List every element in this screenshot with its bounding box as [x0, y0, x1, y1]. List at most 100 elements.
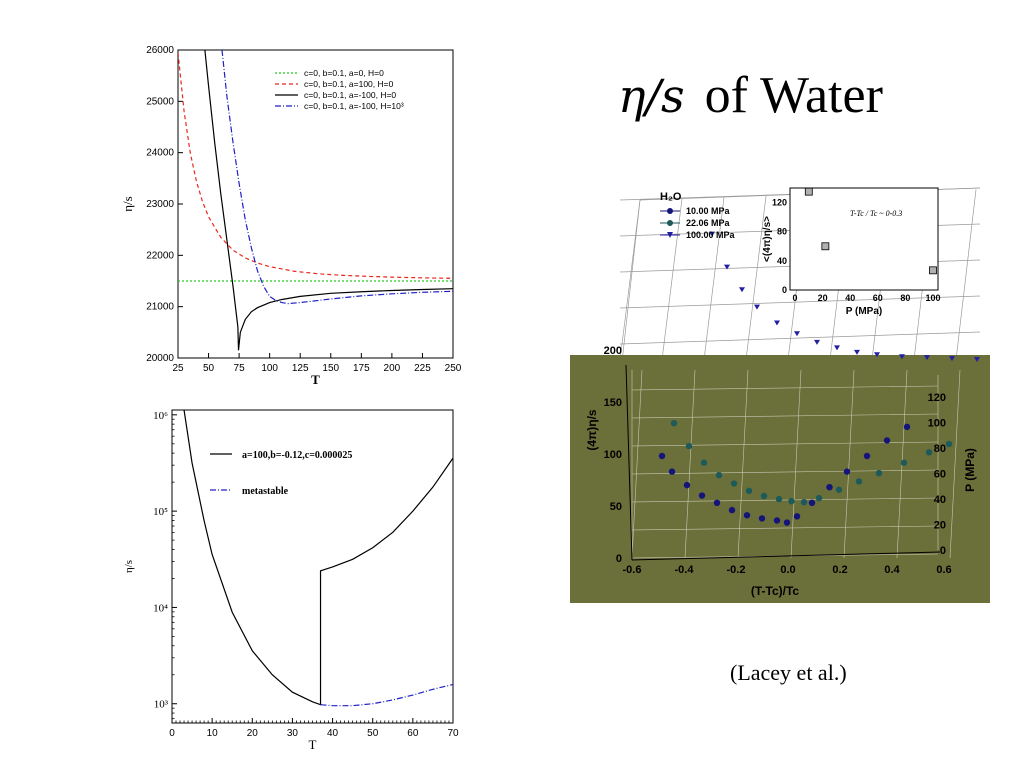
data-point	[774, 320, 780, 326]
x-tick-label: -0.4	[675, 564, 695, 576]
data-point	[855, 478, 863, 485]
inset-x-tick-label: 80	[900, 293, 910, 303]
legend-title: H₂O	[660, 191, 682, 203]
data-point	[698, 492, 706, 499]
inset-x-tick-label: 60	[873, 293, 883, 303]
y-tick-label: 24000	[146, 148, 174, 159]
citation: (Lacey et al.)	[730, 660, 847, 685]
inset-x-tick-label: 100	[925, 293, 940, 303]
data-point	[700, 459, 708, 466]
data-point	[745, 487, 753, 494]
inset-y-tick-label: 80	[777, 227, 787, 237]
data-point	[945, 440, 953, 448]
data-point	[924, 355, 930, 361]
inset-y-tick-label: 0	[782, 285, 787, 295]
legend-label: 10.00 MPa	[686, 206, 731, 216]
data-point	[875, 469, 883, 477]
z-tick-label: 20	[934, 520, 946, 532]
y-tick-label: 200	[604, 345, 622, 357]
x-tick-label: -0.2	[727, 564, 746, 576]
legend-label: 22.06 MPa	[686, 218, 731, 228]
data-point	[773, 517, 781, 524]
legend-label: metastable	[242, 486, 289, 497]
inset-y-tick-label: 120	[772, 198, 787, 208]
z-tick-label: 80	[934, 443, 946, 455]
x-tick-label: 50	[367, 728, 379, 739]
inset-data-point	[929, 266, 937, 275]
series-line-3	[204, 50, 453, 351]
z-axis-label: P (MPa)	[963, 448, 977, 492]
title-symbol: η/s	[618, 69, 685, 123]
legend-marker	[667, 232, 673, 238]
data-point	[826, 484, 833, 491]
x-tick-label: 25	[172, 363, 184, 374]
y-tick-label: 10⁴	[153, 602, 168, 614]
legend-marker	[667, 208, 673, 214]
series-3	[709, 231, 980, 362]
z-tick-label: 60	[934, 469, 946, 481]
data-point	[715, 472, 723, 479]
x-axis-label: T	[311, 372, 320, 385]
z-tick-label: 120	[928, 392, 946, 404]
y-axis-line	[625, 364, 633, 561]
y-tick-label: 23000	[146, 199, 174, 210]
z-tick-label: 100	[928, 418, 946, 430]
data-point	[793, 513, 801, 520]
inset-annotation: T-Tc / Tc ~ 0-0.3	[850, 209, 902, 218]
data-point	[668, 468, 676, 475]
x-tick-label: 75	[234, 363, 246, 374]
x-tick-label: -0.6	[623, 564, 642, 576]
x-tick-label: 0.4	[884, 564, 900, 576]
x-tick-label: 250	[445, 363, 462, 374]
chart-eta-s-vs-t-log: 0 10 20 30 40 50 60 70 10³ 10⁴ 10⁵ 10⁶ Tη/s a=100,b=-…	[123, 409, 459, 750]
x-tick-label: 125	[292, 363, 309, 374]
data-point	[683, 481, 691, 489]
data-point	[728, 506, 736, 514]
y-tick-label: 150	[604, 397, 622, 409]
x-tick-label: 175	[353, 363, 370, 374]
y-tick-label: 26000	[146, 45, 174, 56]
data-point	[834, 345, 840, 351]
data-point	[863, 452, 871, 460]
y-tick-label: 10⁶	[153, 410, 168, 422]
inset-x-tick-label: 40	[845, 293, 855, 303]
x-tick-label: 40	[327, 728, 339, 739]
legend-label: c=0, b=0.1, a=100, H=0	[304, 79, 394, 89]
inset-frame	[789, 187, 939, 291]
inset-x-tick-label: 0	[792, 293, 797, 303]
legend-label: 100.00 MPa	[686, 230, 736, 240]
y-tick-label: 10⁵	[153, 506, 168, 518]
data-point	[815, 494, 823, 502]
data-point	[949, 356, 955, 362]
series-line-2	[320, 683, 454, 707]
y-tick-label: 0	[616, 553, 622, 565]
data-point	[775, 495, 783, 503]
x-tick-label: 20	[247, 728, 259, 739]
legend-label: c=0, b=0.1, a=-100, H=10³	[304, 101, 404, 111]
data-point	[843, 468, 851, 475]
data-point	[854, 349, 860, 355]
x-tick-label: 100	[261, 363, 278, 374]
x-tick-label: 60	[407, 728, 419, 739]
data-point	[874, 352, 880, 358]
x-tick-label: 0	[169, 728, 175, 739]
series-2	[670, 420, 953, 506]
data-point	[899, 354, 905, 360]
series-line-2	[178, 52, 453, 279]
data-point	[685, 442, 693, 450]
data-point	[739, 287, 745, 293]
y-axis-label: η/s	[120, 196, 135, 211]
y-tick-label: 20000	[146, 353, 174, 364]
chart-water-3d-scatter: -0.6 -0.4 -0.2 0.0 0.2 0.4 0.6 (T-Tc)/Tc 0 50 100 1…	[570, 187, 990, 603]
x-axis-label: (T-Tc)/Tc	[751, 584, 800, 598]
title-text: of Water	[704, 67, 883, 124]
data-point	[758, 515, 766, 522]
y-tick-label: 21000	[146, 302, 174, 313]
data-point	[754, 304, 760, 310]
x-tick-label: 70	[447, 728, 459, 739]
data-point	[883, 437, 891, 444]
data-point	[800, 499, 808, 506]
data-point	[900, 459, 908, 466]
series-line-1	[183, 409, 454, 706]
data-point	[743, 512, 751, 519]
